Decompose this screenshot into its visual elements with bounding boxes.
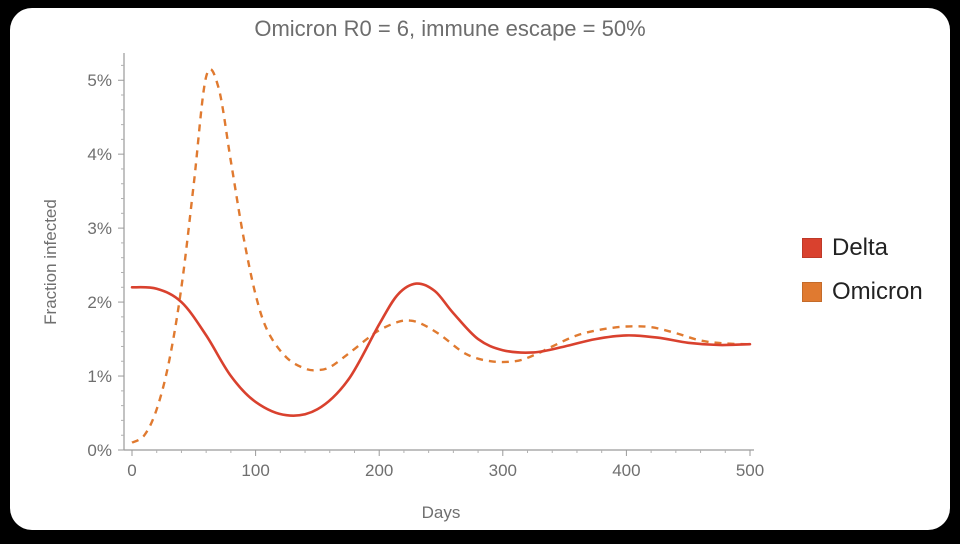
legend-label-omicron: Omicron <box>832 278 923 305</box>
series-line-omicron <box>131 68 751 444</box>
x-tick-label: 500 <box>736 461 764 480</box>
x-tick-label: 300 <box>489 461 517 480</box>
y-tick-label: 0% <box>87 441 112 460</box>
legend-label-delta: Delta <box>832 234 889 261</box>
legend: Delta Omicron <box>802 226 923 314</box>
x-tick-label: 200 <box>365 461 393 480</box>
y-tick-label: 3% <box>87 219 112 238</box>
series-line-delta <box>130 282 752 417</box>
legend-item-omicron: Omicron <box>802 270 923 314</box>
legend-item-delta: Delta <box>802 226 923 270</box>
x-axis-label: Days <box>422 503 461 522</box>
x-tick-label: 100 <box>241 461 269 480</box>
y-tick-label: 5% <box>87 71 112 90</box>
chart-card: Omicron R0 = 6, immune escape = 50% 0 100… <box>10 8 950 530</box>
y-tick-label: 2% <box>87 293 112 312</box>
y-tick-label: 4% <box>87 145 112 164</box>
y-axis-label: Fraction infected <box>41 199 60 325</box>
chart-title: Omicron R0 = 6, immune escape = 50% <box>254 16 646 41</box>
x-tick-label: 400 <box>612 461 640 480</box>
x-tick-label: 0 <box>127 461 136 480</box>
line-chart: 0 100 200 300 400 500 0% 1% 2% 3% 4% 5% Days Fraction… <box>41 53 764 522</box>
y-tick-label: 1% <box>87 367 112 386</box>
legend-swatch-delta <box>802 238 822 258</box>
legend-swatch-omicron <box>802 282 822 302</box>
